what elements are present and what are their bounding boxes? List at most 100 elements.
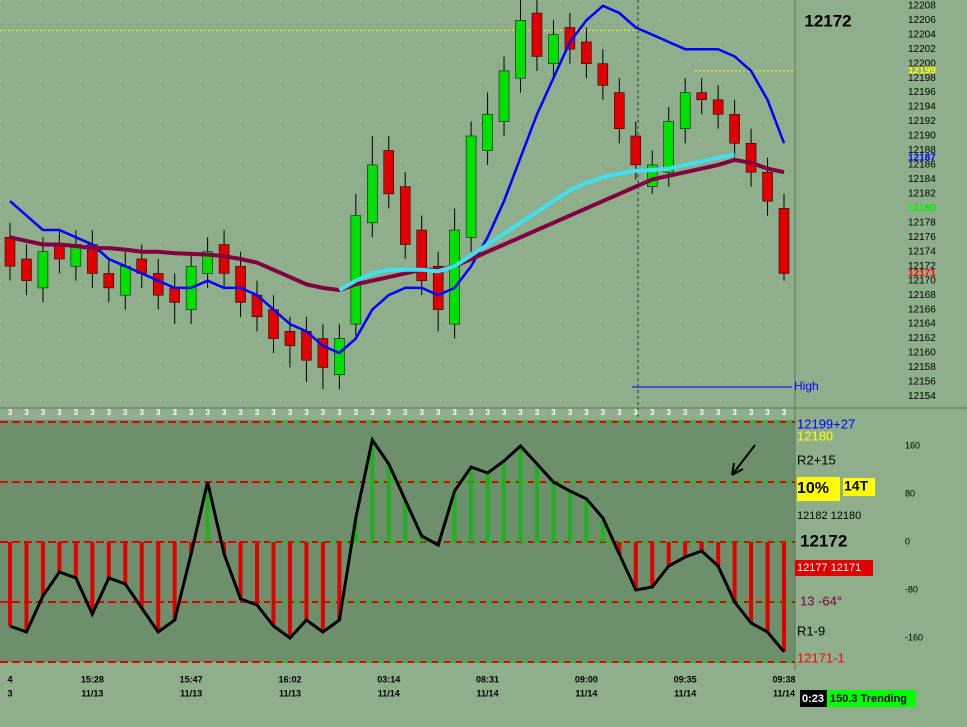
bar-marker: 3 xyxy=(452,408,457,417)
bar-marker: 3 xyxy=(238,408,243,417)
candle-body xyxy=(548,34,559,64)
bar-marker: 3 xyxy=(271,408,276,417)
histogram-bar xyxy=(749,541,754,623)
bar-marker: 3 xyxy=(469,408,474,417)
y-tick-label: 12198 xyxy=(908,73,936,84)
bar-marker: 3 xyxy=(782,408,787,417)
bar-marker: 3 xyxy=(436,408,441,417)
y-tick-label: 12190 xyxy=(908,131,936,142)
candle-body xyxy=(235,265,246,303)
price-marker: 12199 xyxy=(908,66,936,77)
x-tick-label: 11/14 xyxy=(477,688,499,698)
side-label: 12171-1 xyxy=(797,650,845,665)
candle-body xyxy=(152,273,164,296)
candle-body xyxy=(350,215,362,325)
y-tick-label: 12160 xyxy=(908,348,936,359)
candle-body xyxy=(630,135,642,166)
line xyxy=(338,152,735,292)
bar-marker: 3 xyxy=(634,408,639,417)
bar-marker: 3 xyxy=(255,408,260,417)
candle-body xyxy=(120,265,131,296)
high-label: High xyxy=(794,379,819,393)
histogram-bar xyxy=(8,541,12,626)
timer-box xyxy=(800,690,827,707)
bar-marker: 3 xyxy=(716,408,721,417)
bar-marker: 3 xyxy=(107,408,112,417)
side-label: 12172 xyxy=(800,531,847,550)
side-label: 14T xyxy=(844,478,869,494)
histogram-bar xyxy=(386,463,391,542)
bar-marker: 3 xyxy=(24,408,29,417)
bar-marker: 3 xyxy=(8,408,13,417)
bar-marker: 3 xyxy=(189,408,194,417)
price-marker: 12171 xyxy=(908,268,936,279)
y-tick-label: 12166 xyxy=(908,304,936,315)
price-marker: 12180 xyxy=(908,203,936,214)
y-tick-label: 12156 xyxy=(908,377,936,388)
histogram-bar xyxy=(255,541,260,605)
histogram-bar xyxy=(716,541,721,566)
histogram-bar xyxy=(567,490,572,542)
y-tick-label: 12200 xyxy=(908,58,936,69)
price-title: 12172 xyxy=(804,11,851,30)
label-box xyxy=(795,560,873,576)
candle-body xyxy=(498,70,510,122)
bar-marker: 3 xyxy=(222,408,227,417)
candle-body xyxy=(37,251,49,289)
bar-marker: 3 xyxy=(205,408,210,417)
y-tick-label: 0 xyxy=(905,536,910,546)
bar-marker: 3 xyxy=(387,408,392,417)
x-tick-label: 11/14 xyxy=(575,688,597,698)
bar-marker: 3 xyxy=(123,408,128,417)
y-tick-label: 12188 xyxy=(908,145,936,156)
x-tick-label: 11/13 xyxy=(279,688,301,698)
histogram-bar xyxy=(353,517,358,542)
candle-body xyxy=(367,164,378,224)
histogram-bar xyxy=(106,541,111,578)
histogram-bar xyxy=(73,541,78,578)
bar-marker: 3 xyxy=(568,408,573,417)
y-tick-label: -80 xyxy=(905,584,918,594)
bar-marker: 3 xyxy=(321,408,326,417)
bar-marker: 3 xyxy=(354,408,359,417)
candle-body xyxy=(778,208,790,274)
candle-body xyxy=(597,63,609,86)
grid-dots xyxy=(0,0,795,408)
histogram-bar xyxy=(732,541,737,602)
candle-body xyxy=(564,27,576,50)
histogram-bar xyxy=(782,541,786,652)
line xyxy=(9,4,786,355)
candle-body xyxy=(284,331,296,347)
candle-body xyxy=(416,229,427,281)
histogram-bar xyxy=(518,445,523,542)
side-label: 12180 xyxy=(797,428,833,443)
x-tick-label: 11/13 xyxy=(81,688,103,698)
x-tick-label: 4 xyxy=(7,674,12,684)
histogram-bar xyxy=(469,466,474,542)
histogram-bar xyxy=(502,460,507,542)
histogram-bar xyxy=(617,541,622,554)
y-tick-label: 12196 xyxy=(908,87,936,98)
y-tick-label: 12164 xyxy=(908,319,936,330)
bar-marker: 3 xyxy=(584,408,589,417)
bar-marker: 3 xyxy=(304,408,309,417)
candle-body xyxy=(531,12,543,57)
candle-body xyxy=(712,99,724,115)
candle-body xyxy=(449,229,460,325)
state: 150.3 Trending xyxy=(830,693,907,705)
y-tick-label: 12202 xyxy=(908,44,936,55)
histogram-bar xyxy=(337,541,342,620)
bar-marker: 3 xyxy=(601,408,606,417)
candle-body xyxy=(21,258,32,281)
histogram-bar xyxy=(172,541,177,620)
bar-marker: 3 xyxy=(765,408,770,417)
candle-body xyxy=(317,338,329,368)
histogram-bar xyxy=(600,517,605,542)
bar-marker: 3 xyxy=(419,408,424,417)
histogram-bar xyxy=(57,541,62,572)
x-tick-label: 09:38 xyxy=(772,674,795,684)
histogram-bar xyxy=(287,541,292,638)
histogram-bar xyxy=(683,541,688,557)
